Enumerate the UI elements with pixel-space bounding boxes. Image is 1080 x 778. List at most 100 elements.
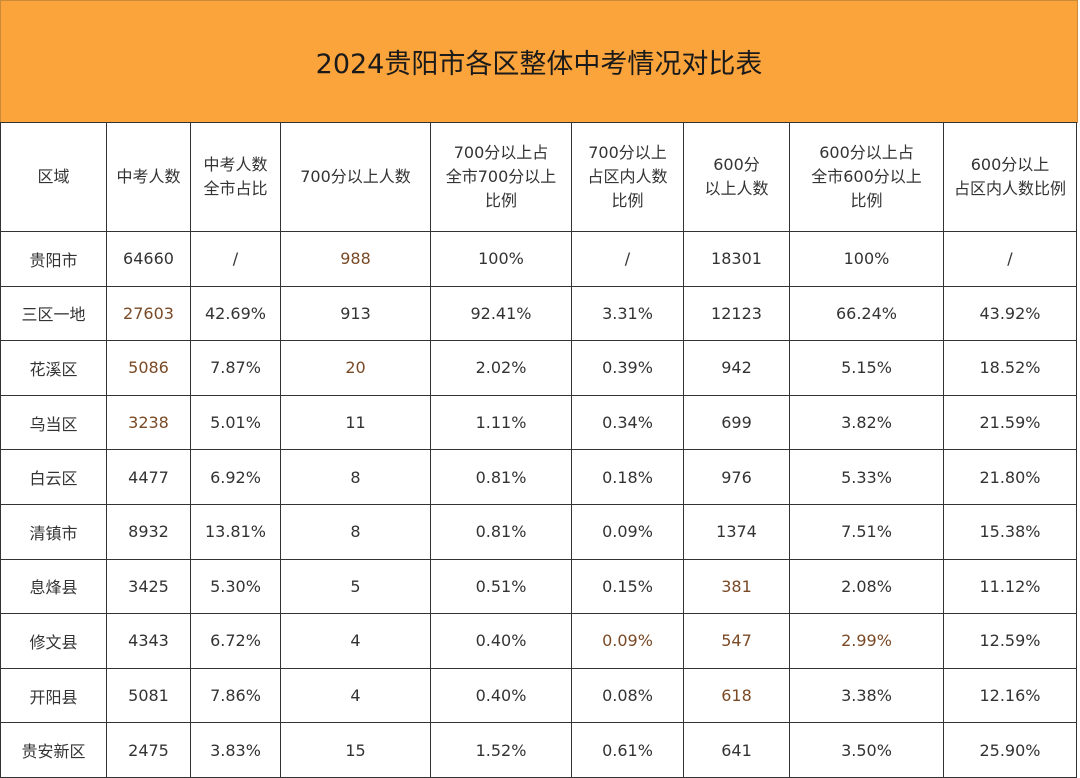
column-header: 中考人数	[106, 122, 191, 232]
column-header: 700分以上 占区内人数 比例	[571, 122, 684, 232]
value-cell: 100%	[430, 231, 572, 287]
value-cell: 2475	[106, 722, 191, 778]
value-cell: 18301	[683, 231, 790, 287]
value-cell: 3238	[106, 394, 191, 451]
value-cell: 2.02%	[430, 340, 572, 396]
value-cell: 0.81%	[430, 503, 572, 560]
value-cell: 699	[683, 394, 790, 451]
value-cell: 42.69%	[190, 285, 281, 342]
value-cell: 100%	[789, 231, 944, 287]
value-cell: 18.52%	[943, 340, 1077, 396]
value-cell: 4	[280, 667, 431, 724]
column-header: 区域	[0, 122, 107, 232]
header-row: 区域 中考人数 中考人数 全市占比 700分以上人数 700分以上占 全市700分以上 …	[0, 122, 1077, 232]
value-cell: 1374	[683, 503, 790, 560]
table-row: 乌当区 3238 5.01% 11 1.11% 0.34% 699 3.82% 21.59%	[0, 394, 1077, 451]
value-cell: 11.12%	[943, 558, 1077, 615]
column-header: 中考人数 全市占比	[190, 122, 281, 232]
region-cell: 三区一地	[0, 285, 107, 342]
value-cell: 12.59%	[943, 613, 1077, 669]
value-cell: 7.86%	[190, 667, 281, 724]
table-row: 花溪区 5086 7.87% 20 2.02% 0.39% 942 5.15% 18.52%	[0, 340, 1077, 396]
table-row: 清镇市 8932 13.81% 8 0.81% 0.09% 1374 7.51% 15.38%	[0, 503, 1077, 560]
value-cell: 2.08%	[789, 558, 944, 615]
value-cell: 5086	[106, 340, 191, 396]
table-row: 修文县 4343 6.72% 4 0.40% 0.09% 547 2.99% 12.59%	[0, 613, 1077, 669]
region-cell: 白云区	[0, 449, 107, 505]
value-cell: /	[571, 231, 684, 287]
region-cell: 乌当区	[0, 394, 107, 451]
value-cell: 5.15%	[789, 340, 944, 396]
table-row: 贵阳市 64660/988 100%/18301 100% /	[0, 231, 1077, 287]
value-cell: 976	[683, 449, 790, 505]
column-header: 700分以上人数	[280, 122, 431, 232]
region-cell: 花溪区	[0, 340, 107, 396]
value-cell: 4477	[106, 449, 191, 505]
region-cell: 贵安新区	[0, 722, 107, 778]
value-cell: 0.40%	[430, 613, 572, 669]
value-cell: 6.92%	[190, 449, 281, 505]
value-cell: 2.99%	[789, 613, 944, 669]
table-row: 息烽县 3425 5.30% 5 0.51% 0.15% 381 2.08% 11.12%	[0, 558, 1077, 615]
value-cell: 12.16%	[943, 667, 1077, 724]
region-cell: 修文县	[0, 613, 107, 669]
value-cell: 641	[683, 722, 790, 778]
column-header: 600分 以上人数	[683, 122, 790, 232]
value-cell: 8932	[106, 503, 191, 560]
table-row: 贵安新区 2475 3.83% 15 1.52% 0.61% 641 3.50% 25.90%	[0, 722, 1077, 778]
value-cell: 5081	[106, 667, 191, 724]
region-cell: 贵阳市	[0, 231, 107, 287]
value-cell: 21.59%	[943, 394, 1077, 451]
value-cell: 21.80%	[943, 449, 1077, 505]
table-row: 白云区 4477 6.92% 8 0.81% 0.18% 976 5.33% 21.80%	[0, 449, 1077, 505]
value-cell: 3.31%	[571, 285, 684, 342]
value-cell: 3.83%	[190, 722, 281, 778]
value-cell: 1.11%	[430, 394, 572, 451]
value-cell: 66.24%	[789, 285, 944, 342]
value-cell: 8	[280, 449, 431, 505]
value-cell: 618	[683, 667, 790, 724]
value-cell: 381	[683, 558, 790, 615]
value-cell: 0.09%	[571, 503, 684, 560]
value-cell: 20	[280, 340, 431, 396]
value-cell: 3.38%	[789, 667, 944, 724]
value-cell: 7.87%	[190, 340, 281, 396]
value-cell: 0.15%	[571, 558, 684, 615]
value-cell: 0.51%	[430, 558, 572, 615]
table-row: 三区一地 27603 42.69% 913 92.41% 3.31% 12123 66.24%…	[0, 285, 1077, 342]
value-cell: 547	[683, 613, 790, 669]
value-cell: 0.08%	[571, 667, 684, 724]
region-cell: 清镇市	[0, 503, 107, 560]
value-cell: 15	[280, 722, 431, 778]
value-cell: 5.30%	[190, 558, 281, 615]
value-cell: 913	[280, 285, 431, 342]
value-cell: 1.52%	[430, 722, 572, 778]
value-cell: 0.40%	[430, 667, 572, 724]
value-cell: 92.41%	[430, 285, 572, 342]
value-cell: 11	[280, 394, 431, 451]
table-row: 开阳县 5081 7.86% 4 0.40% 0.08% 618 3.38% 12.16%	[0, 667, 1077, 724]
column-header: 600分以上占 全市600分以上 比例	[789, 122, 944, 232]
value-cell: 5.01%	[190, 394, 281, 451]
value-cell: 0.39%	[571, 340, 684, 396]
value-cell: 0.18%	[571, 449, 684, 505]
value-cell: 942	[683, 340, 790, 396]
value-cell: 5	[280, 558, 431, 615]
value-cell: 0.81%	[430, 449, 572, 505]
value-cell: 15.38%	[943, 503, 1077, 560]
column-header: 700分以上占 全市700分以上 比例	[430, 122, 572, 232]
region-cell: 开阳县	[0, 667, 107, 724]
value-cell: 7.51%	[789, 503, 944, 560]
value-cell: 43.92%	[943, 285, 1077, 342]
value-cell: 5.33%	[789, 449, 944, 505]
value-cell: 0.61%	[571, 722, 684, 778]
value-cell: 27603	[106, 285, 191, 342]
value-cell: 12123	[683, 285, 790, 342]
value-cell: 13.81%	[190, 503, 281, 560]
value-cell: 6.72%	[190, 613, 281, 669]
value-cell: 4343	[106, 613, 191, 669]
value-cell: 3.82%	[789, 394, 944, 451]
value-cell: 25.90%	[943, 722, 1077, 778]
region-cell: 息烽县	[0, 558, 107, 615]
comparison-table: 区域 中考人数 中考人数 全市占比 700分以上人数 700分以上占 全市700分以上 …	[0, 122, 1077, 778]
